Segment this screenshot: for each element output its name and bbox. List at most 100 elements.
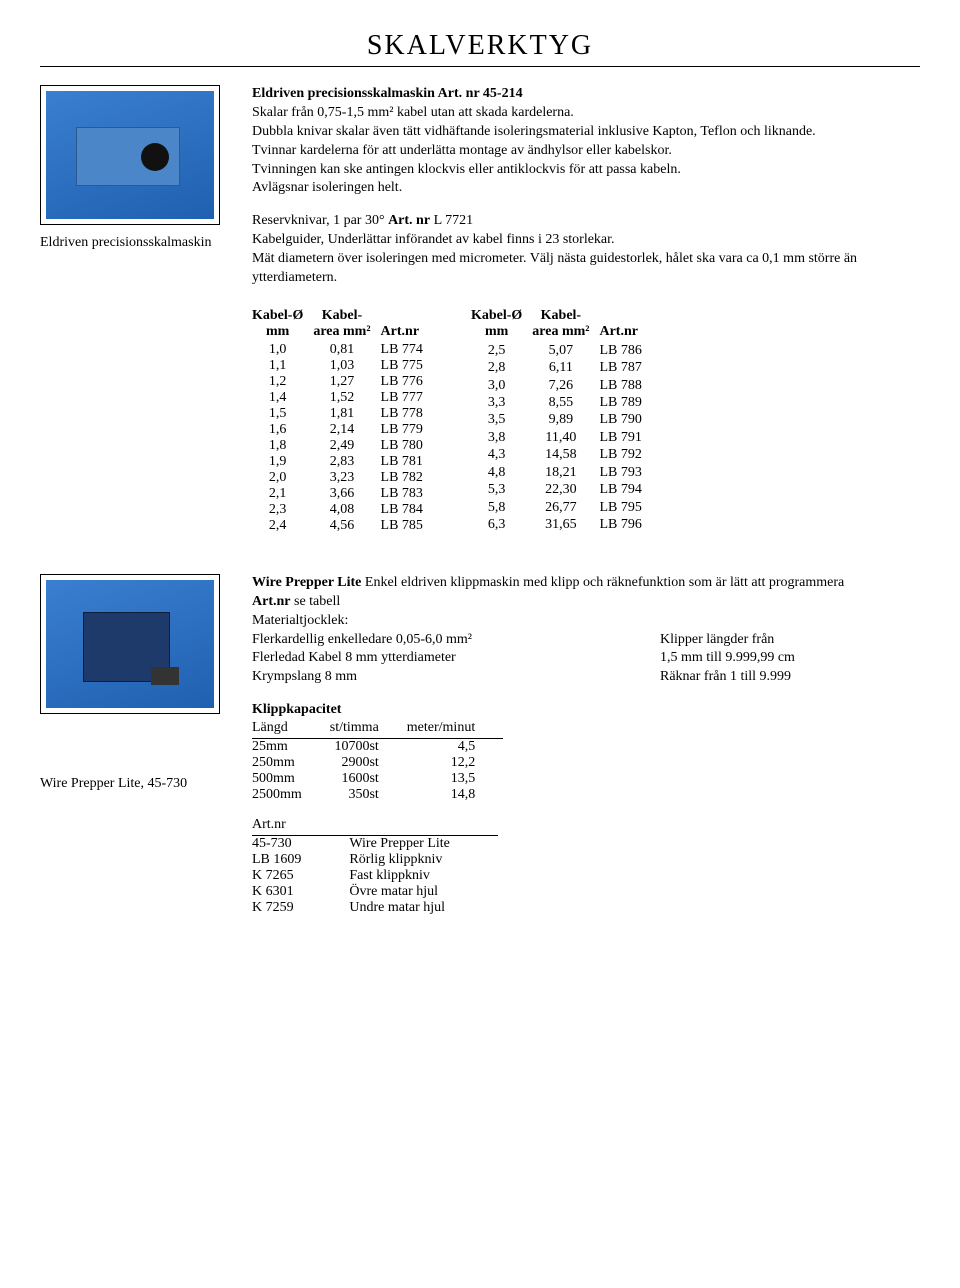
cell-a: 2,83 (313, 454, 380, 470)
product2-section: Wire Prepper Lite, 45-730 Wire Prepper L… (40, 574, 920, 916)
product1-line2: Dubbla knivar skalar även tätt vidhäftan… (252, 123, 920, 142)
art-header: Art.nr (252, 817, 498, 836)
cell-a: 0,81 (313, 342, 380, 358)
art-a: K 7259 (252, 900, 349, 916)
product1-line5: Avlägsnar isoleringen helt. (252, 179, 920, 198)
table-row: 1,62,14LB 779 (252, 422, 433, 438)
artnr-suffix: se tabell (291, 594, 341, 609)
cell-d: 2,8 (471, 359, 532, 376)
cell-a: 14,58 (532, 447, 599, 464)
cell-d: 3,3 (471, 394, 532, 411)
cell-n: LB 794 (599, 482, 651, 499)
cell-d: 1,6 (252, 422, 313, 438)
guide-line2: Mät diametern över isoleringen med micro… (252, 250, 920, 288)
guide-line1: Kabelguider, Underlättar införandet av k… (252, 231, 920, 250)
cell-a: 9,89 (532, 412, 599, 429)
kap-l: 250mm (252, 755, 330, 771)
table-row: 1,21,27LB 776 (252, 374, 433, 390)
art-d: Rörlig klippkniv (349, 852, 498, 868)
table-row: K 7259Undre matar hjul (252, 900, 498, 916)
cell-a: 22,30 (532, 482, 599, 499)
product2-photo (40, 574, 220, 714)
kap-l: 500mm (252, 771, 330, 787)
page-title-block: SKALVERKTYG (40, 30, 920, 62)
product1-description: Eldriven precisionsskalmaskin Art. nr 45… (252, 85, 920, 534)
mat-label: Materialtjocklek: (252, 612, 920, 631)
cell-d: 1,4 (252, 390, 313, 406)
table-row: 1,92,83LB 781 (252, 454, 433, 470)
cell-a: 1,81 (313, 406, 380, 422)
table-row: 1,41,52LB 777 (252, 390, 433, 406)
table-row: 6,331,65LB 796 (471, 516, 652, 533)
kap-h3: meter/minut (407, 720, 503, 739)
product1-photo (40, 85, 220, 225)
cell-n: LB 793 (599, 464, 651, 481)
product1-reserve: Reservknivar, 1 par 30° Art. nr L 7721 (252, 212, 920, 231)
cell-n: LB 779 (381, 422, 433, 438)
product1-heading: Eldriven precisionsskalmaskin Art. nr 45… (252, 85, 920, 104)
kabel-table-left: Kabel-Ømm Kabel-area mm² Art.nr 1,00,81L… (252, 308, 433, 534)
table-row: 3,07,26LB 788 (471, 377, 652, 394)
cell-d: 2,4 (252, 518, 313, 534)
table-row: 5,322,30LB 794 (471, 482, 652, 499)
wpl-r3: Krympslang 8 mm (252, 668, 616, 687)
cell-d: 2,3 (252, 502, 313, 518)
product1-photo-inner (46, 91, 214, 219)
kabel-tables: Kabel-Ømm Kabel-area mm² Art.nr 1,00,81L… (252, 308, 920, 534)
reserve-bold: Art. nr (388, 213, 430, 228)
cell-n: LB 789 (599, 394, 651, 411)
table-row: 2,13,66LB 783 (252, 486, 433, 502)
cell-d: 6,3 (471, 516, 532, 533)
wpl-r2: Flerledad Kabel 8 mm ytterdiameter (252, 649, 616, 668)
cell-n: LB 796 (599, 516, 651, 533)
kap-s: 2900st (330, 755, 407, 771)
product1-heading-bold: Eldriven precisionsskalmaskin Art. nr 45… (252, 86, 523, 101)
table-row: 3,59,89LB 790 (471, 412, 652, 429)
device2-illustration (83, 612, 170, 682)
th-a: Kabel-area mm² (313, 308, 380, 342)
cell-a: 1,03 (313, 358, 380, 374)
cell-a: 4,08 (313, 502, 380, 518)
kap-h1: Längd (252, 720, 330, 739)
kap-s: 1600st (330, 771, 407, 787)
cell-n: LB 788 (599, 377, 651, 394)
art-table: Art.nr 45-730Wire Prepper LiteLB 1609Rör… (252, 817, 498, 916)
cell-n: LB 775 (381, 358, 433, 374)
product2-artnr: Art.nr se tabell (252, 593, 920, 612)
cell-d: 3,0 (471, 377, 532, 394)
cell-n: LB 795 (599, 499, 651, 516)
cell-n: LB 787 (599, 359, 651, 376)
table-row: 2,03,23LB 782 (252, 470, 433, 486)
wpl-r1: Flerkardellig enkelledare 0,05-6,0 mm² (252, 631, 616, 650)
table-row: 500mm1600st13,5 (252, 771, 503, 787)
cell-d: 4,8 (471, 464, 532, 481)
product2-two-cols: Flerkardellig enkelledare 0,05-6,0 mm² F… (252, 631, 920, 688)
cell-n: LB 782 (381, 470, 433, 486)
cell-a: 1,52 (313, 390, 380, 406)
kap-s: 350st (330, 787, 407, 803)
page-title: SKALVERKTYG (367, 30, 593, 61)
cell-a: 7,26 (532, 377, 599, 394)
cell-d: 3,8 (471, 429, 532, 446)
table-row: 250mm2900st12,2 (252, 755, 503, 771)
product2-photo-inner (46, 580, 214, 708)
art-a: 45-730 (252, 836, 349, 853)
cell-d: 2,0 (252, 470, 313, 486)
cell-n: LB 778 (381, 406, 433, 422)
cell-n: LB 780 (381, 438, 433, 454)
cell-a: 26,77 (532, 499, 599, 516)
wpr-r3: Räknar från 1 till 9.999 (660, 668, 920, 687)
cell-d: 2,1 (252, 486, 313, 502)
product2-description: Wire Prepper Lite Enkel eldriven klippma… (252, 574, 920, 916)
product2-heading-bold: Wire Prepper Lite (252, 575, 361, 590)
kap-m: 13,5 (407, 771, 503, 787)
art-d: Wire Prepper Lite (349, 836, 498, 853)
cell-a: 31,65 (532, 516, 599, 533)
table-row: 2,34,08LB 784 (252, 502, 433, 518)
cell-d: 1,1 (252, 358, 313, 374)
art-d: Fast klippkniv (349, 868, 498, 884)
table-row: 45-730Wire Prepper Lite (252, 836, 498, 853)
cell-d: 5,8 (471, 499, 532, 516)
device-illustration (76, 127, 180, 186)
art-d: Övre matar hjul (349, 884, 498, 900)
